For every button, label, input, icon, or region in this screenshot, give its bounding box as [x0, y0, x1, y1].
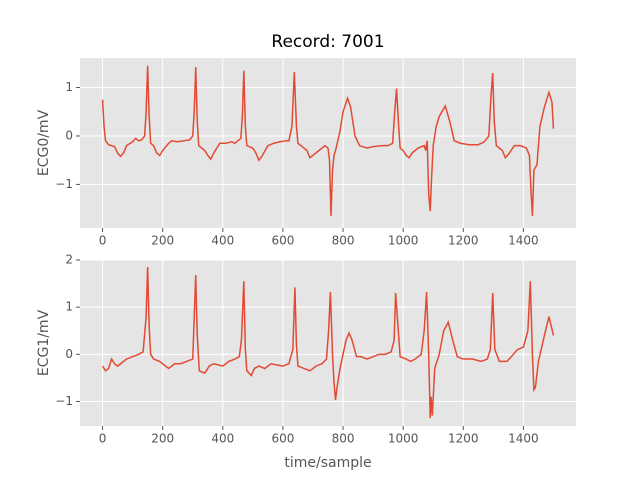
y-tick-label: 1: [65, 300, 73, 314]
signal-line: [101, 65, 555, 216]
plot-area: [80, 58, 576, 228]
x-tick-label: 1000: [388, 234, 419, 248]
x-tick-label: 1200: [448, 234, 479, 248]
y-tick-label: −1: [55, 177, 73, 191]
x-tick-label: 200: [151, 234, 174, 248]
x-tick-label: 800: [332, 234, 355, 248]
signal-line: [101, 267, 555, 419]
x-tick-label: 200: [151, 432, 174, 446]
y-tick-label: −1: [55, 394, 73, 408]
x-tick-label: 800: [332, 432, 355, 446]
x-tick-label: 1200: [448, 432, 479, 446]
x-tick-label: 0: [99, 432, 107, 446]
y-tick-label: 2: [65, 253, 73, 267]
x-tick-label: 1000: [388, 432, 419, 446]
y-tick-label: 0: [65, 128, 73, 142]
y-tick-label: 0: [65, 347, 73, 361]
x-tick-label: 1400: [508, 432, 539, 446]
x-tick-label: 0: [99, 234, 107, 248]
y-tick-label: 1: [65, 80, 73, 94]
x-tick-label: 600: [271, 432, 294, 446]
x-tick-label: 1400: [508, 234, 539, 248]
x-tick-label: 400: [211, 432, 234, 446]
chart-title: Record: 7001: [271, 32, 384, 52]
x-tick-label: 600: [271, 234, 294, 248]
y-axis-label: ECG0/mV: [36, 109, 52, 176]
x-axis-label: time/sample: [284, 455, 371, 471]
x-tick-label: 400: [211, 234, 234, 248]
y-axis-label: ECG1/mV: [36, 309, 52, 376]
